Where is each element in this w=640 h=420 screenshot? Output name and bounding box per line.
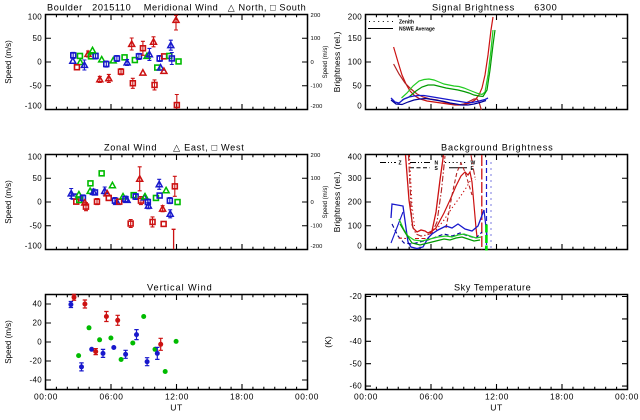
svg-text:-50: -50 <box>30 81 43 90</box>
svg-text:00:00: 00:00 <box>295 392 319 402</box>
svg-text:Speed (m/s): Speed (m/s) <box>4 320 13 364</box>
svg-text:-200: -200 <box>311 244 323 250</box>
svg-text:0: 0 <box>37 198 42 207</box>
svg-text:-100: -100 <box>311 84 323 90</box>
svg-text:00:00: 00:00 <box>354 392 378 402</box>
svg-text:0: 0 <box>37 338 42 347</box>
svg-text:100: 100 <box>28 13 42 22</box>
svg-text:Background Brightness: Background Brightness <box>441 143 553 153</box>
svg-text:-20: -20 <box>30 357 43 366</box>
svg-text:-200: -200 <box>311 104 323 110</box>
svg-text:UT: UT <box>170 403 183 413</box>
svg-text:100: 100 <box>28 153 42 162</box>
svg-text:Zonal Wind △ East, □ West: Zonal Wind △ East, □ West <box>104 143 244 153</box>
svg-text:Signal Brightness 6300: Signal Brightness 6300 <box>432 3 557 13</box>
svg-text:18:00: 18:00 <box>550 392 574 402</box>
svg-text:(K): (K) <box>323 336 333 348</box>
svg-text:-50: -50 <box>350 359 363 368</box>
svg-text:100: 100 <box>348 221 362 230</box>
svg-text:N: N <box>435 161 439 167</box>
svg-text:150: 150 <box>348 34 362 43</box>
svg-text:50: 50 <box>33 34 43 43</box>
svg-text:UT: UT <box>490 403 503 413</box>
svg-text:12:00: 12:00 <box>485 392 509 402</box>
svg-text:300: 300 <box>348 174 362 183</box>
svg-text:400: 400 <box>348 153 362 162</box>
svg-text:-60: -60 <box>350 382 363 391</box>
svg-text:20: 20 <box>33 319 43 328</box>
svg-text:0: 0 <box>357 242 362 251</box>
svg-text:0: 0 <box>311 60 314 66</box>
svg-text:200: 200 <box>311 13 321 19</box>
svg-text:-100: -100 <box>25 242 42 251</box>
svg-text:00:00: 00:00 <box>615 392 639 402</box>
svg-text:Speed (m/s): Speed (m/s) <box>323 46 329 79</box>
svg-text:50: 50 <box>353 81 363 90</box>
svg-text:S: S <box>435 166 439 172</box>
svg-text:Brightness (rel.): Brightness (rel.) <box>332 32 342 93</box>
svg-text:Sky Temperature: Sky Temperature <box>454 283 531 293</box>
svg-text:Brightness (rel.): Brightness (rel.) <box>332 172 342 233</box>
svg-text:Vertical Wind: Vertical Wind <box>147 283 212 293</box>
svg-text:00:00: 00:00 <box>34 392 58 402</box>
svg-text:-30: -30 <box>350 315 363 324</box>
svg-text:-20: -20 <box>350 292 363 301</box>
svg-text:-40: -40 <box>350 337 363 346</box>
svg-text:06:00: 06:00 <box>420 392 444 402</box>
svg-text:E: E <box>471 166 475 172</box>
svg-text:Speed (m/s): Speed (m/s) <box>4 180 13 224</box>
svg-text:-100: -100 <box>311 224 323 230</box>
svg-text:100: 100 <box>311 36 321 42</box>
svg-text:0: 0 <box>357 102 362 111</box>
svg-text:NSWE Average: NSWE Average <box>399 27 435 33</box>
svg-text:Speed (m/s): Speed (m/s) <box>323 186 329 219</box>
svg-text:Boulder 2015110 Meridiona: Boulder 2015110 Meridional Wind △ North,… <box>47 3 306 13</box>
svg-text:18:00: 18:00 <box>230 392 254 402</box>
svg-text:-50: -50 <box>30 221 43 230</box>
svg-text:06:00: 06:00 <box>100 392 124 402</box>
svg-text:200: 200 <box>311 153 321 159</box>
svg-text:-100: -100 <box>25 102 42 111</box>
svg-text:100: 100 <box>348 58 362 67</box>
svg-text:-40: -40 <box>30 376 43 385</box>
svg-text:Speed (m/s): Speed (m/s) <box>4 40 13 84</box>
svg-text:0: 0 <box>37 58 42 67</box>
svg-text:12:00: 12:00 <box>165 392 189 402</box>
svg-text:Z: Z <box>399 161 402 167</box>
svg-text:100: 100 <box>311 176 321 182</box>
svg-text:50: 50 <box>33 174 43 183</box>
svg-text:200: 200 <box>348 198 362 207</box>
svg-text:Zenith: Zenith <box>399 20 414 26</box>
svg-text:200: 200 <box>348 13 362 22</box>
svg-text:40: 40 <box>33 300 43 309</box>
svg-text:0: 0 <box>311 200 314 206</box>
